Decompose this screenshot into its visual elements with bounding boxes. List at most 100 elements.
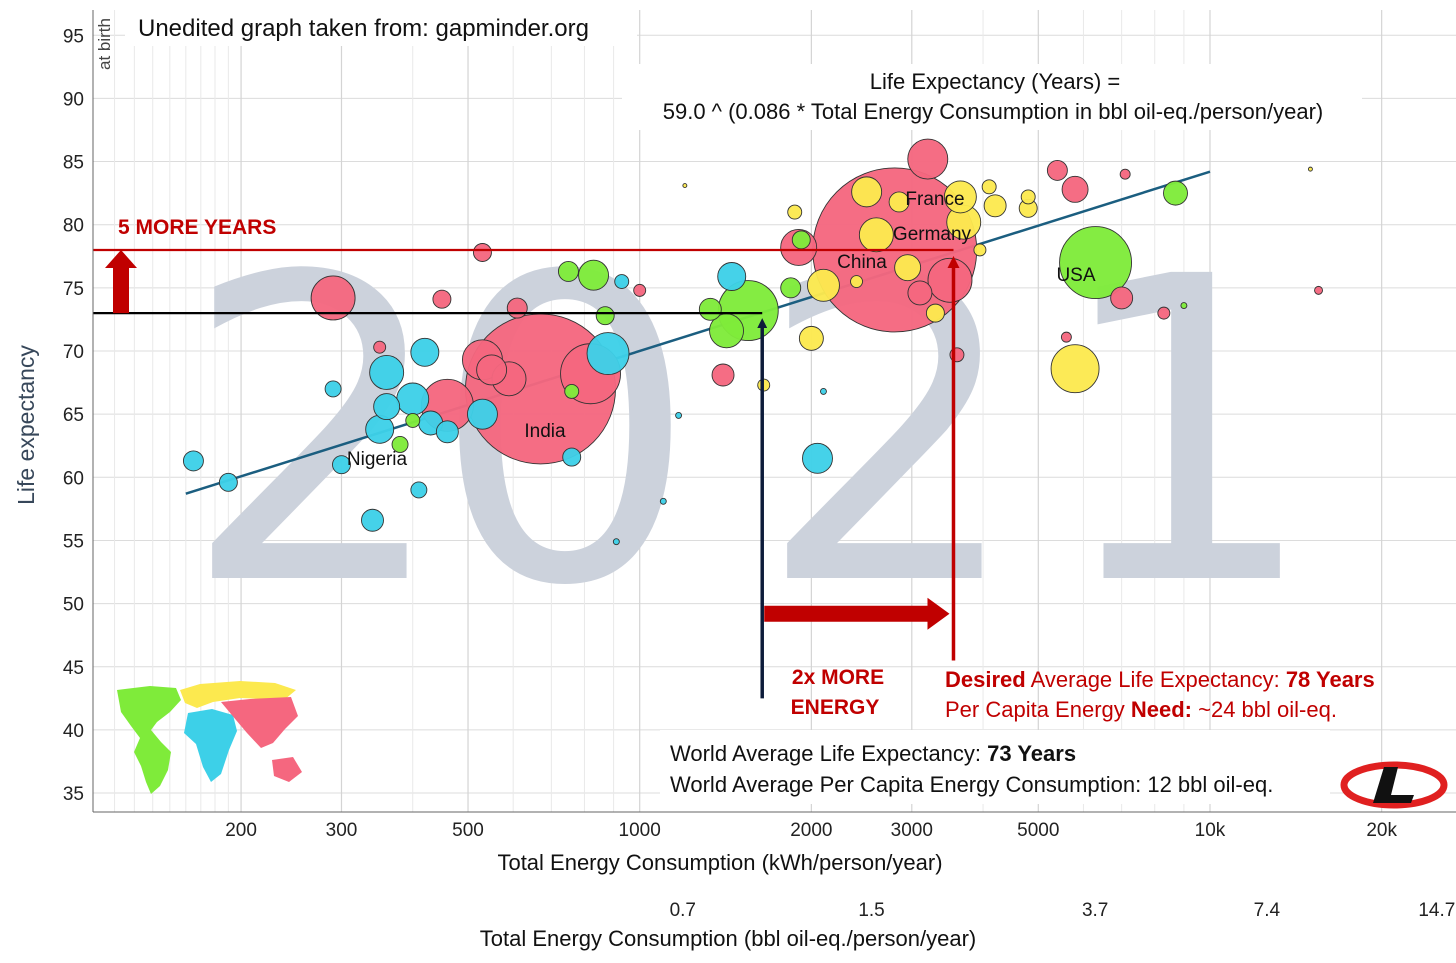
- bubble-americas-43: [557, 260, 579, 282]
- bubble-asia-46: [1046, 159, 1068, 181]
- info-background: [660, 730, 1330, 804]
- logo-ring: [1340, 761, 1448, 809]
- source-background: [125, 6, 637, 46]
- country-label-germany: Germany: [893, 224, 972, 245]
- bubble-africa-25: [802, 442, 833, 474]
- bubbles: India China USA France Germany Nigeria: [182, 138, 1323, 546]
- y-tick-65: 65: [63, 405, 84, 426]
- bubble-asia-40: [1110, 286, 1134, 310]
- bubble-asia-7: [310, 275, 356, 321]
- world-energy-text: World Average Per Capita Energy Consumpt…: [670, 772, 1273, 797]
- bubble-africa-52: [218, 472, 238, 492]
- map-africa: [184, 709, 237, 782]
- bubble-europe-70: [973, 243, 987, 257]
- bubble-asia-75: [1314, 285, 1323, 295]
- bubble-europe-36: [983, 194, 1007, 218]
- x-tick-10000: 10k: [1195, 820, 1226, 841]
- x-tick-1000: 1000: [619, 820, 661, 841]
- y-tick-40: 40: [63, 721, 84, 742]
- x2-tick-7.4: 7.4: [1254, 900, 1281, 921]
- bubble-asia-47: [506, 297, 528, 319]
- y-tick-45: 45: [63, 658, 84, 679]
- desired-life-text: Desired Average Life Expectancy: 78 Year…: [945, 667, 1375, 692]
- more-years-arrow: [105, 249, 137, 314]
- desired-bold: Desired: [945, 667, 1026, 692]
- bubble-europe-42: [888, 191, 910, 213]
- x2-tick-1.5: 1.5: [858, 900, 884, 921]
- bubble-americas-37: [698, 297, 722, 321]
- x-tick-200: 200: [225, 820, 257, 841]
- map-oceania: [272, 757, 302, 782]
- bubble-asia-21: [476, 354, 508, 386]
- bubble-americas-23: [578, 259, 609, 291]
- bubble-africa-59: [324, 380, 342, 398]
- world-map-legend: [117, 681, 302, 794]
- bubble-africa-9: [586, 332, 630, 375]
- bubble-asia-56: [432, 289, 452, 309]
- background-year: 2021: [181, 189, 1318, 678]
- bubble-europe-33: [798, 325, 824, 351]
- bubble-americas-44: [780, 277, 802, 299]
- bubble-asia-73: [1119, 168, 1131, 180]
- world-life-label: World Average Life Expectancy:: [670, 741, 987, 766]
- bubble-asia-68: [1157, 306, 1171, 320]
- more-energy-line-2: ENERGY: [791, 696, 880, 719]
- map-europe: [180, 681, 296, 708]
- bubble-africa-45: [182, 450, 204, 472]
- bubble-europe-6: [1050, 344, 1100, 394]
- bubble-france: [943, 180, 977, 214]
- y-axis-label: Life expectancy: [13, 345, 39, 505]
- formula-line-1: Life Expectancy (Years) =: [870, 69, 1121, 94]
- y-tick-50: 50: [63, 595, 84, 616]
- bubble-americas-76: [1180, 302, 1188, 309]
- world-life-value: 73 Years: [987, 741, 1076, 766]
- bubble-asia-74: [1060, 331, 1072, 343]
- y-tick-95: 95: [63, 26, 84, 47]
- x-tick-3000: 3000: [891, 820, 933, 841]
- bubble-africa-38: [361, 508, 384, 532]
- y-tick-35: 35: [63, 784, 84, 805]
- y-tick-85: 85: [63, 153, 84, 174]
- x-tick-20000: 20k: [1366, 820, 1397, 841]
- annotation-lines: [93, 248, 960, 699]
- country-label-france: France: [905, 189, 964, 210]
- x-tick-5000: 5000: [1017, 820, 1059, 841]
- x2-tick-14.7: 14.7: [1418, 900, 1455, 921]
- bubble-europe-65: [787, 204, 803, 220]
- bubble-asia-41: [711, 363, 735, 387]
- country-label-nigeria: Nigeria: [347, 449, 408, 470]
- bubble-europe-15: [858, 217, 894, 253]
- need-pre: Per Capita Energy: [945, 697, 1131, 722]
- bubble-asia-32: [907, 280, 933, 306]
- desired-need-text: Per Capita Energy Need: ~24 bbl oil-eq.: [945, 697, 1337, 722]
- bubble-asia-55: [472, 243, 492, 262]
- y-tick-90: 90: [63, 89, 84, 110]
- trendline-layer: [185, 170, 1211, 495]
- bubble-africa-17: [369, 355, 405, 390]
- bubble-africa-79: [612, 538, 620, 546]
- bubble-americas-57: [391, 436, 409, 453]
- y-tick-80: 80: [63, 216, 84, 237]
- bubble-africa-24: [466, 398, 498, 430]
- x-tick-500: 500: [452, 820, 484, 841]
- country-label-usa: USA: [1056, 265, 1095, 286]
- y-tick-70: 70: [63, 342, 84, 363]
- world-life-text: World Average Life Expectancy: 73 Years: [670, 741, 1076, 766]
- bubble-africa-28: [717, 262, 747, 291]
- map-asia: [221, 697, 298, 748]
- bubble-europe-22: [851, 176, 883, 208]
- bubble-europe-66: [1020, 189, 1036, 205]
- axes: 35 40 45 50 55 60 65 70 75 80 85 90 95 200 300 500 1000 2…: [63, 10, 1456, 921]
- bubble-africa-30: [373, 393, 401, 421]
- x-axis-label: Total Energy Consumption (kWh/person/yea…: [497, 850, 942, 875]
- y-tick-75: 75: [63, 279, 84, 300]
- y-axis-sublabel: at birth: [95, 18, 114, 70]
- bubble-asia-31: [1061, 175, 1089, 203]
- bubble-africa-54: [562, 447, 582, 467]
- country-label-china: China: [837, 252, 887, 273]
- x2-tick-0.7: 0.7: [670, 900, 696, 921]
- x-tick-300: 300: [326, 820, 358, 841]
- bubble-europe-19: [807, 268, 840, 302]
- bubble-asia-11: [907, 138, 949, 180]
